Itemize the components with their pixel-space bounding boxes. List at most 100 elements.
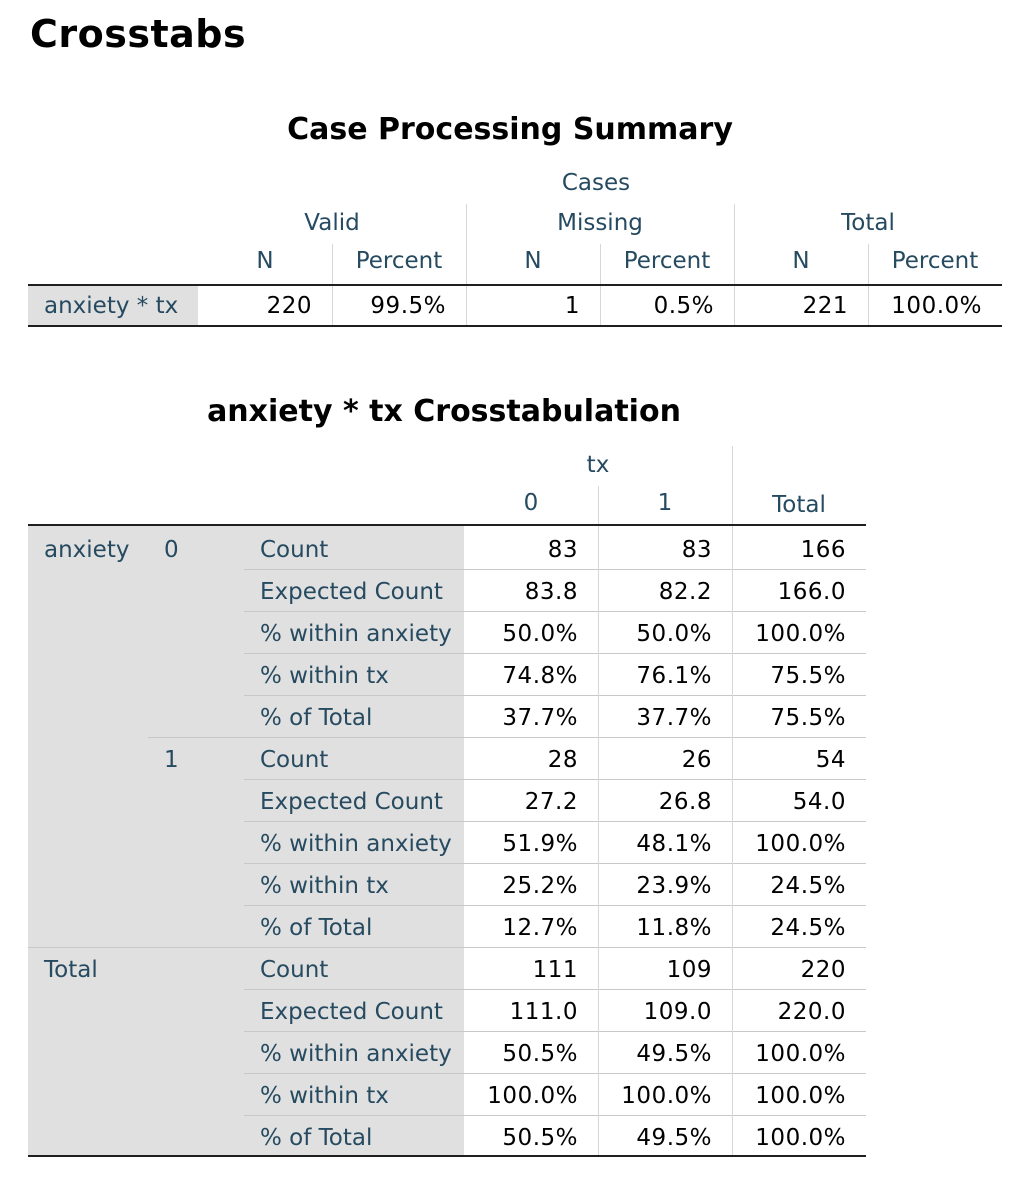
table-cell: 24.5% bbox=[770, 873, 846, 899]
total-row-label: Total bbox=[44, 957, 98, 983]
table-cell: 100.0% bbox=[487, 1083, 578, 1109]
valid-percent-header: Percent bbox=[355, 248, 443, 274]
table-cell: 166.0 bbox=[777, 579, 846, 605]
table-cell: 26 bbox=[681, 747, 712, 773]
column-divider bbox=[732, 526, 733, 1157]
table-cell: 50.5% bbox=[502, 1041, 578, 1067]
statistic-label: % within anxiety bbox=[260, 831, 452, 857]
valid-n-header: N bbox=[256, 248, 274, 274]
statistic-label: % within anxiety bbox=[260, 621, 452, 647]
table-cell: 220 bbox=[800, 957, 846, 983]
table-cell: 50.0% bbox=[636, 621, 712, 647]
tx-header: tx bbox=[586, 452, 610, 478]
crosstab-header-divider bbox=[732, 446, 733, 526]
row-divider bbox=[244, 611, 866, 612]
statistic-label: % of Total bbox=[260, 1125, 373, 1151]
table-cell: 11.8% bbox=[636, 915, 712, 941]
total-header: Total bbox=[841, 210, 895, 236]
crosstab-header-divider bbox=[598, 486, 599, 526]
row-variable-label: anxiety bbox=[44, 537, 130, 563]
missing-header: Missing bbox=[557, 210, 643, 236]
summary-total-n: 221 bbox=[802, 293, 848, 319]
table-cell: 54 bbox=[815, 747, 846, 773]
row-divider bbox=[244, 821, 866, 822]
table-cell: 49.5% bbox=[636, 1041, 712, 1067]
table-cell: 100.0% bbox=[755, 1083, 846, 1109]
statistic-label: % within tx bbox=[260, 873, 389, 899]
summary-row-label: anxiety * tx bbox=[28, 286, 198, 325]
table-cell: 50.0% bbox=[502, 621, 578, 647]
table-cell: 51.9% bbox=[502, 831, 578, 857]
statistic-label: % within tx bbox=[260, 1083, 389, 1109]
page-title: Crosstabs bbox=[30, 12, 247, 56]
crosstab-top-rule bbox=[28, 524, 866, 526]
statistic-label: % within tx bbox=[260, 663, 389, 689]
table-cell: 111 bbox=[532, 957, 578, 983]
table-cell: 83.8 bbox=[524, 579, 578, 605]
crosstab-bottom-rule bbox=[28, 1155, 866, 1157]
table-cell: 37.7% bbox=[502, 705, 578, 731]
tx-1-header: 1 bbox=[657, 490, 673, 516]
table-cell: 74.8% bbox=[502, 663, 578, 689]
table-cell: 50.5% bbox=[502, 1125, 578, 1151]
summary-cell-divider bbox=[734, 286, 735, 325]
cases-header: Cases bbox=[561, 170, 631, 196]
row-divider bbox=[244, 695, 866, 696]
summary-title: Case Processing Summary bbox=[287, 112, 733, 147]
table-cell: 37.7% bbox=[636, 705, 712, 731]
summary-header-divider bbox=[466, 204, 467, 284]
summary-cell-divider bbox=[466, 286, 467, 325]
summary-header-divider bbox=[332, 244, 333, 284]
table-cell: 12.7% bbox=[502, 915, 578, 941]
row-divider bbox=[244, 905, 866, 906]
table-cell: 54.0 bbox=[792, 789, 846, 815]
summary-valid-percent: 99.5% bbox=[370, 293, 446, 319]
row-divider bbox=[244, 1031, 866, 1032]
row-divider bbox=[244, 863, 866, 864]
summary-cell-divider bbox=[600, 286, 601, 325]
table-cell: 100.0% bbox=[755, 831, 846, 857]
statistic-label: Expected Count bbox=[260, 999, 443, 1025]
table-cell: 100.0% bbox=[621, 1083, 712, 1109]
summary-valid-n: 220 bbox=[266, 293, 312, 319]
statistic-label: Count bbox=[260, 537, 329, 563]
missing-percent-header: Percent bbox=[623, 248, 711, 274]
table-cell: 27.2 bbox=[524, 789, 578, 815]
table-cell: 75.5% bbox=[770, 705, 846, 731]
summary-missing-percent: 0.5% bbox=[653, 293, 714, 319]
row-divider bbox=[244, 653, 866, 654]
summary-top-rule bbox=[28, 284, 1002, 286]
table-cell: 100.0% bbox=[755, 621, 846, 647]
table-cell: 100.0% bbox=[755, 1041, 846, 1067]
table-cell: 48.1% bbox=[636, 831, 712, 857]
group-divider bbox=[28, 947, 866, 948]
table-cell: 49.5% bbox=[636, 1125, 712, 1151]
summary-total-percent: 100.0% bbox=[891, 293, 982, 319]
table-cell: 75.5% bbox=[770, 663, 846, 689]
table-cell: 166 bbox=[800, 537, 846, 563]
row-divider bbox=[244, 569, 866, 570]
tx-0-header: 0 bbox=[523, 490, 539, 516]
crosstab-title: anxiety * tx Crosstabulation bbox=[207, 394, 681, 429]
summary-header-divider bbox=[734, 204, 735, 284]
group-divider bbox=[148, 737, 866, 738]
statistic-label: % of Total bbox=[260, 915, 373, 941]
table-cell: 109 bbox=[666, 957, 712, 983]
column-divider bbox=[598, 526, 599, 1157]
table-cell: 76.1% bbox=[636, 663, 712, 689]
row-divider bbox=[244, 1073, 866, 1074]
statistic-label: Count bbox=[260, 747, 329, 773]
table-cell: 23.9% bbox=[636, 873, 712, 899]
statistic-label: % within anxiety bbox=[260, 1041, 452, 1067]
statistic-label: Expected Count bbox=[260, 789, 443, 815]
total-percent-header: Percent bbox=[891, 248, 979, 274]
statistic-label: Count bbox=[260, 957, 329, 983]
missing-n-header: N bbox=[524, 248, 542, 274]
total-n-header: N bbox=[792, 248, 810, 274]
row-level-label: 0 bbox=[164, 537, 179, 563]
summary-cell-divider bbox=[332, 286, 333, 325]
statistic-label: Expected Count bbox=[260, 579, 443, 605]
summary-cell-divider bbox=[868, 286, 869, 325]
row-divider bbox=[244, 989, 866, 990]
table-cell: 109.0 bbox=[643, 999, 712, 1025]
